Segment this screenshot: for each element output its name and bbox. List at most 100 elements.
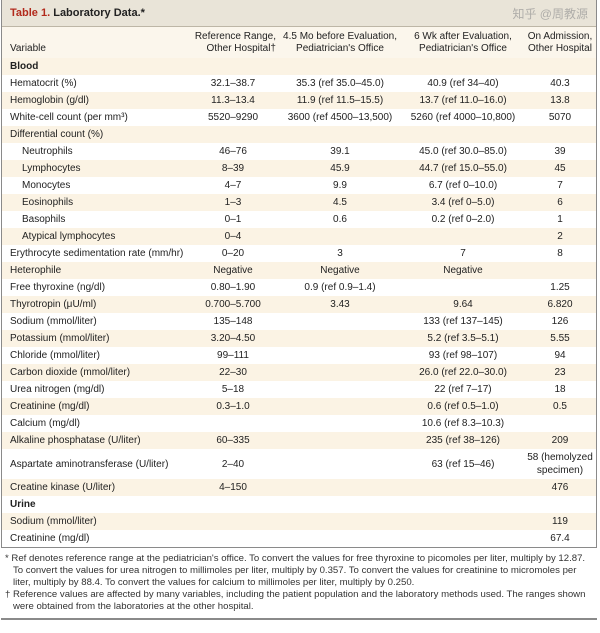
table-row: Thyrotropin (μU/ml) 0.700–5.700 3.43 9.64 6.…	[2, 296, 596, 313]
cell-on-admission	[524, 126, 596, 143]
table-row: Free thyroxine (ng/dl) 0.80–1.90 0.9 (ref …	[2, 279, 596, 296]
table-body: Blood Hematocrit (%) 32.1–38.7 35.3 (ref 35…	[2, 58, 596, 547]
cell-reference-range: 4–150	[188, 479, 278, 496]
table-row: Creatinine (mg/dl) 0.3–1.0 0.6 (ref 0.5–1.…	[2, 398, 596, 415]
cell-4-5-mo-before	[278, 330, 402, 347]
cell-6-wk-after: 26.0 (ref 22.0–30.0)	[402, 364, 524, 381]
cell-6-wk-after: 133 (ref 137–145)	[402, 313, 524, 330]
cell-variable: Lymphocytes	[2, 160, 188, 177]
cell-4-5-mo-before: Negative	[278, 262, 402, 279]
table-row: Monocytes 4–7 9.9 6.7 (ref 0–10.0) 7	[2, 177, 596, 194]
cell-on-admission	[524, 415, 596, 432]
cell-on-admission: 6	[524, 194, 596, 211]
table-row: Neutrophils 46–76 39.1 45.0 (ref 30.0–85.0)…	[2, 143, 596, 160]
cell-4-5-mo-before	[278, 432, 402, 449]
cell-variable: Chloride (mmol/liter)	[2, 347, 188, 364]
cell-reference-range: 4–7	[188, 177, 278, 194]
table-row: Eosinophils 1–3 4.5 3.4 (ref 0–5.0) 6	[2, 194, 596, 211]
cell-6-wk-after	[402, 479, 524, 496]
table-row: Alkaline phosphatase (U/liter) 60–335 235 …	[2, 432, 596, 449]
cell-variable: Potassium (mmol/liter)	[2, 330, 188, 347]
table-row: Hemoglobin (g/dl) 11.3–13.4 11.9 (ref 11.5…	[2, 92, 596, 109]
cell-4-5-mo-before: 4.5	[278, 194, 402, 211]
cell-6-wk-after: 13.7 (ref 11.0–16.0)	[402, 92, 524, 109]
cell-reference-range: 5520–9290	[188, 109, 278, 126]
cell-4-5-mo-before: 3.43	[278, 296, 402, 313]
cell-variable: White-cell count (per mm³)	[2, 109, 188, 126]
cell-on-admission: 39	[524, 143, 596, 160]
cell-variable: Sodium (mmol/liter)	[2, 313, 188, 330]
table-row: Calcium (mg/dl) 10.6 (ref 8.3–10.3)	[2, 415, 596, 432]
cell-6-wk-after: 10.6 (ref 8.3–10.3)	[402, 415, 524, 432]
cell-6-wk-after: 7	[402, 245, 524, 262]
cell-variable: Urine	[2, 496, 188, 513]
cell-4-5-mo-before: 45.9	[278, 160, 402, 177]
cell-on-admission: 5070	[524, 109, 596, 126]
bottom-rule	[1, 618, 597, 620]
cell-variable: Monocytes	[2, 177, 188, 194]
table-row: Potassium (mmol/liter) 3.20–4.50 5.2 (ref …	[2, 330, 596, 347]
cell-variable: Carbon dioxide (mmol/liter)	[2, 364, 188, 381]
cell-4-5-mo-before	[278, 364, 402, 381]
cell-on-admission: 2	[524, 228, 596, 245]
cell-4-5-mo-before: 39.1	[278, 143, 402, 160]
cell-variable: Calcium (mg/dl)	[2, 415, 188, 432]
cell-reference-range: 32.1–38.7	[188, 75, 278, 92]
cell-4-5-mo-before	[278, 126, 402, 143]
cell-on-admission: 23	[524, 364, 596, 381]
watermark: 知乎 @周教源	[512, 6, 588, 21]
cell-6-wk-after: 63 (ref 15–46)	[402, 449, 524, 479]
cell-reference-range: 8–39	[188, 160, 278, 177]
cell-6-wk-after: 22 (ref 7–17)	[402, 381, 524, 398]
cell-reference-range: 46–76	[188, 143, 278, 160]
cell-reference-range: 5–18	[188, 381, 278, 398]
cell-variable: Alkaline phosphatase (U/liter)	[2, 432, 188, 449]
cell-on-admission: 67.4	[524, 530, 596, 547]
table-row: Urea nitrogen (mg/dl) 5–18 22 (ref 7–17) 18	[2, 381, 596, 398]
cell-4-5-mo-before	[278, 347, 402, 364]
cell-variable: Differential count (%)	[2, 126, 188, 143]
cell-reference-range	[188, 415, 278, 432]
table-row: Atypical lymphocytes 0–4 2	[2, 228, 596, 245]
cell-on-admission: 5.55	[524, 330, 596, 347]
footnotes: * Ref denotes reference range at the ped…	[5, 553, 595, 613]
header-4-5-mo-before: 4.5 Mo before Evaluation, Pediatrician's…	[278, 27, 402, 58]
cell-6-wk-after: 0.2 (ref 0–2.0)	[402, 211, 524, 228]
cell-on-admission: 45	[524, 160, 596, 177]
cell-6-wk-after: 5260 (ref 4000–10,800)	[402, 109, 524, 126]
cell-4-5-mo-before: 11.9 (ref 11.5–15.5)	[278, 92, 402, 109]
cell-6-wk-after	[402, 513, 524, 530]
table-row: Differential count (%)	[2, 126, 596, 143]
cell-variable: Urea nitrogen (mg/dl)	[2, 381, 188, 398]
cell-reference-range: 0–20	[188, 245, 278, 262]
cell-variable: Hematocrit (%)	[2, 75, 188, 92]
table-row: Basophils 0–1 0.6 0.2 (ref 0–2.0) 1	[2, 211, 596, 228]
cell-reference-range	[188, 58, 278, 75]
table-row: White-cell count (per mm³) 5520–9290 3600 …	[2, 109, 596, 126]
cell-4-5-mo-before	[278, 228, 402, 245]
cell-on-admission: 119	[524, 513, 596, 530]
cell-reference-range: 11.3–13.4	[188, 92, 278, 109]
cell-on-admission: 13.8	[524, 92, 596, 109]
cell-variable: Hemoglobin (g/dl)	[2, 92, 188, 109]
cell-6-wk-after: 93 (ref 98–107)	[402, 347, 524, 364]
cell-reference-range: Negative	[188, 262, 278, 279]
cell-on-admission: 1	[524, 211, 596, 228]
cell-4-5-mo-before	[278, 449, 402, 479]
cell-6-wk-after: 44.7 (ref 15.0–55.0)	[402, 160, 524, 177]
cell-on-admission: 94	[524, 347, 596, 364]
table-row: Chloride (mmol/liter) 99–111 93 (ref 98–10…	[2, 347, 596, 364]
cell-4-5-mo-before	[278, 313, 402, 330]
cell-reference-range: 2–40	[188, 449, 278, 479]
cell-6-wk-after: 0.6 (ref 0.5–1.0)	[402, 398, 524, 415]
cell-variable: Thyrotropin (μU/ml)	[2, 296, 188, 313]
table-row: Hematocrit (%) 32.1–38.7 35.3 (ref 35.0–45…	[2, 75, 596, 92]
cell-reference-range	[188, 513, 278, 530]
section-header-row: Blood	[2, 58, 596, 75]
cell-on-admission	[524, 496, 596, 513]
cell-reference-range: 135–148	[188, 313, 278, 330]
cell-6-wk-after: 3.4 (ref 0–5.0)	[402, 194, 524, 211]
cell-4-5-mo-before	[278, 479, 402, 496]
table-row: Aspartate aminotransferase (U/liter) 2–40…	[2, 449, 596, 479]
table-row: Creatine kinase (U/liter) 4–150 476	[2, 479, 596, 496]
